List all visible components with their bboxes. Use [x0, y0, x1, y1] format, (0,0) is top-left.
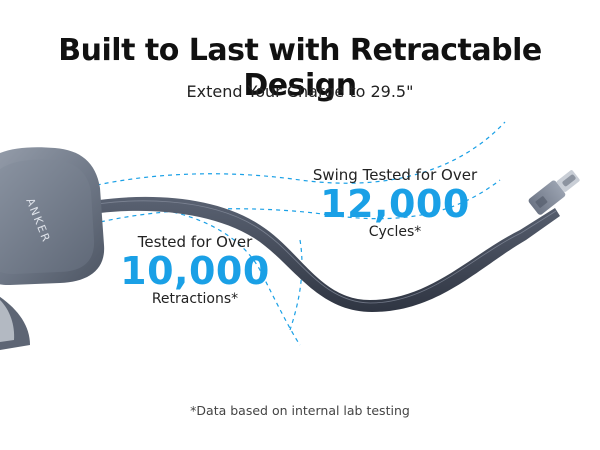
swing-test-lead: Swing Tested for Over — [312, 166, 478, 184]
usb-c-connector-icon — [528, 170, 580, 215]
swing-arc-inner — [69, 179, 501, 231]
headline: Built to Last with Retractable Design — [58, 33, 542, 103]
subheadline: Extend Your Charge to 29.5" — [186, 82, 414, 101]
swing-test-callout: Swing Tested for Over 12,000 Cycles* — [300, 166, 490, 241]
retraction-arc-right — [289, 239, 303, 331]
swing-arc-outer — [57, 121, 506, 196]
retraction-test-value: 10,000 — [120, 249, 270, 293]
swing-test-unit: Cycles* — [368, 224, 422, 240]
charger-body-icon: ANKER — [0, 147, 105, 350]
swing-test-value: 12,000 — [320, 182, 470, 226]
retraction-test-callout: Tested for Over 10,000 Retractions* — [115, 233, 275, 308]
retraction-test-lead: Tested for Over — [137, 233, 253, 251]
retraction-test-unit: Retractions* — [151, 291, 239, 307]
footnote: *Data based on internal lab testing — [190, 403, 410, 418]
retractable-cable-icon — [70, 196, 560, 312]
